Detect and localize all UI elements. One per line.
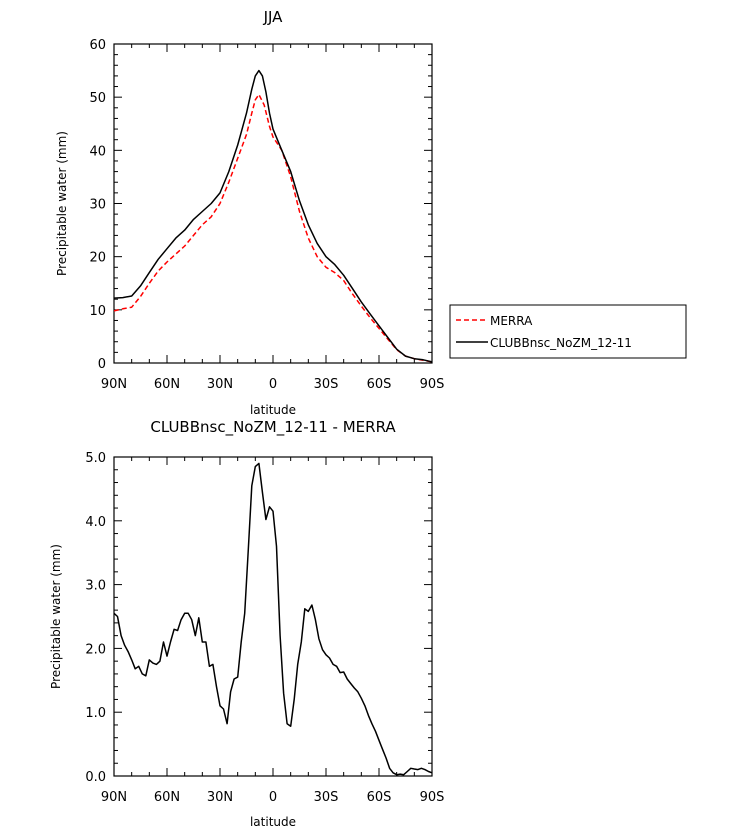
series-line-merra [113, 93, 433, 363]
chart-title: CLUBBnsc_NoZM_12-11 - MERRA [150, 418, 396, 437]
y-tick-label: 20 [89, 251, 106, 266]
y-tick-label: 2.0 [85, 642, 106, 657]
x-tick-label: 0 [269, 790, 277, 805]
bottom-panel-difference: 90N 60N 30N 0 30S 60S 90S 0.0 1.0 2.0 3.0 4.0 5.0 CLU… [49, 418, 444, 829]
x-tick-label: 30S [314, 790, 339, 805]
x-axis-label: latitude [250, 815, 296, 829]
y-tick-label: 0.0 [85, 770, 106, 785]
chart-title: JJA [263, 8, 284, 26]
plot-frame [113, 43, 433, 364]
top-panel-jja: 90N 60N 30N 0 30S 60S 90S 0 10 20 30 40 50 60 JJA latit… [55, 8, 687, 417]
x-tick-label: 60S [367, 790, 392, 805]
x-tick-label: 0 [269, 377, 277, 392]
y-tick-label: 5.0 [85, 451, 106, 466]
plot-frame [113, 456, 433, 777]
legend: MERRA CLUBBnsc_NoZM_12-11 [449, 304, 687, 359]
legend-label: CLUBBnsc_NoZM_12-11 [490, 336, 632, 350]
y-tick-label: 3.0 [85, 579, 106, 594]
x-tick-label: 60N [154, 377, 180, 392]
y-tick-label: 4.0 [85, 515, 106, 530]
series-line-clubbnsc-nozm-12-11 [113, 69, 433, 363]
x-axis-label: latitude [250, 403, 296, 417]
x-tick-label: 60N [154, 790, 180, 805]
y-axis-label: Precipitable water (mm) [49, 544, 63, 689]
y-axis-label: Precipitable water (mm) [55, 131, 69, 276]
x-tick-label: 90N [101, 790, 127, 805]
x-tick-label: 90N [101, 377, 127, 392]
x-tick-label: 90S [420, 377, 445, 392]
y-tick-label: 40 [89, 144, 106, 159]
x-tick-label: 30N [207, 377, 233, 392]
y-tick-label: 1.0 [85, 706, 106, 721]
series-line-difference [113, 462, 433, 776]
x-tick-label: 60S [367, 377, 392, 392]
y-tick-label: 10 [89, 304, 106, 319]
x-tick-label: 30S [314, 377, 339, 392]
y-tick-label: 30 [89, 198, 106, 213]
legend-label: MERRA [490, 314, 533, 328]
y-tick-label: 0 [98, 357, 106, 372]
x-tick-label: 30N [207, 790, 233, 805]
y-tick-label: 60 [89, 38, 106, 53]
y-tick-label: 50 [89, 91, 106, 106]
legend-box [449, 304, 687, 359]
x-tick-label: 90S [420, 790, 445, 805]
